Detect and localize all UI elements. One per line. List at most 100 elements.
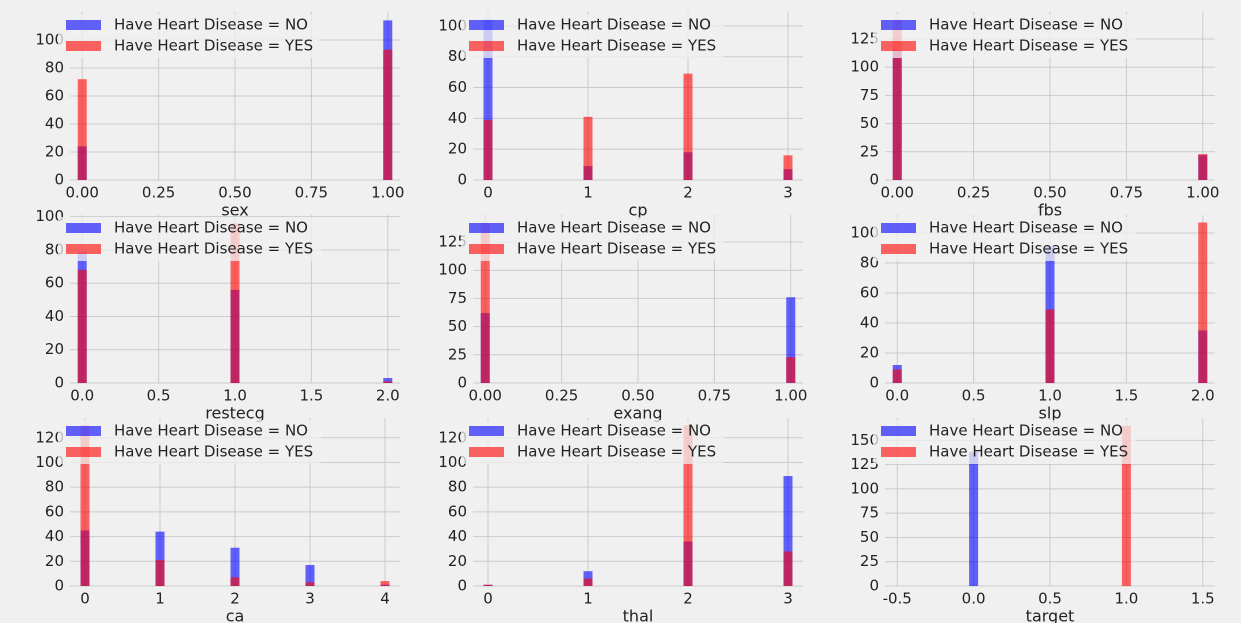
- legend-swatch: [66, 223, 101, 233]
- x-axis-label: slp: [1039, 404, 1062, 423]
- y-tick-label: 60: [448, 502, 467, 520]
- x-tick-label: 0.50: [218, 184, 251, 202]
- y-tick-label: 0: [869, 374, 879, 392]
- y-tick-label: 60: [45, 502, 64, 520]
- y-tick-label: 0: [869, 171, 879, 189]
- bar: [783, 551, 793, 586]
- x-tick-label: 2: [683, 184, 693, 202]
- legend-swatch: [881, 41, 916, 51]
- x-tick-label: 1.5: [299, 387, 323, 405]
- x-tick-label: 1.00: [774, 387, 807, 405]
- legend: Have Heart Disease = NO Have Heart Diseas…: [461, 14, 725, 58]
- legend-box: [873, 420, 1137, 464]
- legend-swatch: [66, 244, 101, 254]
- legend: Have Heart Disease = NO Have Heart Diseas…: [461, 420, 725, 464]
- y-tick-label: 25: [860, 142, 879, 160]
- x-tick-label: -0.5: [883, 590, 912, 608]
- x-tick-label: 1.0: [1038, 387, 1062, 405]
- bar: [480, 222, 490, 383]
- y-tick-label: 120: [35, 428, 64, 446]
- y-tick-label: 20: [45, 143, 64, 161]
- x-tick-label: 3: [783, 184, 793, 202]
- legend-box: [873, 14, 1137, 58]
- y-tick-label: 60: [45, 87, 64, 105]
- x-axis-label: sex: [221, 201, 248, 220]
- x-tick-label: 0.0: [962, 590, 986, 608]
- y-tick-label: 100: [850, 479, 879, 497]
- bar: [483, 19, 493, 181]
- legend-label: Have Heart Disease = NO: [517, 16, 711, 34]
- x-tick-label: 0.75: [698, 387, 731, 405]
- bar: [305, 565, 315, 586]
- bar: [1198, 154, 1208, 180]
- legend-box: [461, 420, 725, 464]
- y-tick-label: 25: [448, 345, 467, 363]
- y-tick-label: 75: [860, 86, 879, 104]
- y-tick-label: 50: [860, 114, 879, 132]
- bar: [1198, 222, 1208, 383]
- x-tick-label: 3: [783, 590, 793, 608]
- legend: Have Heart Disease = NO Have Heart Diseas…: [461, 217, 725, 261]
- legend-box: [58, 217, 322, 261]
- y-tick-label: 20: [860, 344, 879, 362]
- subplot: 0 25 50 75 100 125 0.00 0.25 0.50 0.75 1.00 fbs Have…: [850, 12, 1219, 220]
- y-tick-label: 0: [457, 577, 467, 595]
- x-tick-label: 2.0: [376, 387, 400, 405]
- bar: [230, 547, 240, 586]
- legend-swatch: [469, 244, 504, 254]
- legend-box: [461, 217, 725, 261]
- y-tick-label: 25: [860, 552, 879, 570]
- legend-swatch: [469, 223, 504, 233]
- legend-box: [873, 217, 1137, 261]
- y-tick-label: 150: [850, 431, 879, 449]
- bar: [1121, 425, 1131, 586]
- legend-swatch: [66, 41, 101, 51]
- y-tick-label: 120: [438, 428, 467, 446]
- x-tick-label: 1.00: [371, 184, 404, 202]
- x-tick-label: 0.75: [1110, 184, 1143, 202]
- bar: [155, 560, 165, 586]
- x-tick-label: 0.0: [885, 387, 909, 405]
- bar: [155, 531, 165, 586]
- legend-swatch: [881, 447, 916, 457]
- legend: Have Heart Disease = NO Have Heart Diseas…: [873, 420, 1137, 464]
- x-tick-label: 0.5: [147, 387, 171, 405]
- y-tick-label: 20: [448, 552, 467, 570]
- x-axis-label: target: [1026, 607, 1075, 623]
- legend-label: Have Heart Disease = YES: [929, 443, 1128, 461]
- legend-swatch: [469, 447, 504, 457]
- y-tick-label: 0: [869, 577, 879, 595]
- bar: [383, 381, 393, 383]
- x-tick-label: 0.50: [621, 387, 654, 405]
- legend-swatch: [469, 41, 504, 51]
- y-tick-label: 80: [45, 59, 64, 77]
- x-tick-label: 0.25: [545, 387, 578, 405]
- y-tick-label: 75: [860, 504, 879, 522]
- legend-box: [461, 14, 725, 58]
- legend-swatch: [881, 223, 916, 233]
- subplot: 0 25 50 75 100 125 150 -0.5 0.0 0.5 1.0 1.5 target Ha…: [850, 418, 1215, 623]
- legend-swatch: [469, 20, 504, 30]
- y-tick-label: 100: [438, 453, 467, 471]
- bar: [969, 451, 979, 586]
- y-tick-label: 0: [457, 374, 467, 392]
- x-tick-label: 1.5: [1191, 590, 1215, 608]
- x-tick-label: 1.0: [223, 387, 247, 405]
- x-axis-label: restecg: [205, 404, 264, 423]
- y-tick-label: 20: [45, 340, 64, 358]
- x-tick-label: 0.25: [957, 184, 990, 202]
- bar: [230, 577, 240, 586]
- bar: [1045, 309, 1055, 383]
- x-tick-label: 2: [230, 590, 240, 608]
- legend-swatch: [469, 426, 504, 436]
- y-tick-label: 0: [54, 374, 64, 392]
- y-tick-label: 125: [850, 455, 879, 473]
- legend: Have Heart Disease = NO Have Heart Diseas…: [58, 420, 322, 464]
- y-tick-label: 50: [860, 528, 879, 546]
- bar: [783, 476, 793, 586]
- x-tick-label: 0: [483, 184, 493, 202]
- x-tick-label: 0.5: [1038, 590, 1062, 608]
